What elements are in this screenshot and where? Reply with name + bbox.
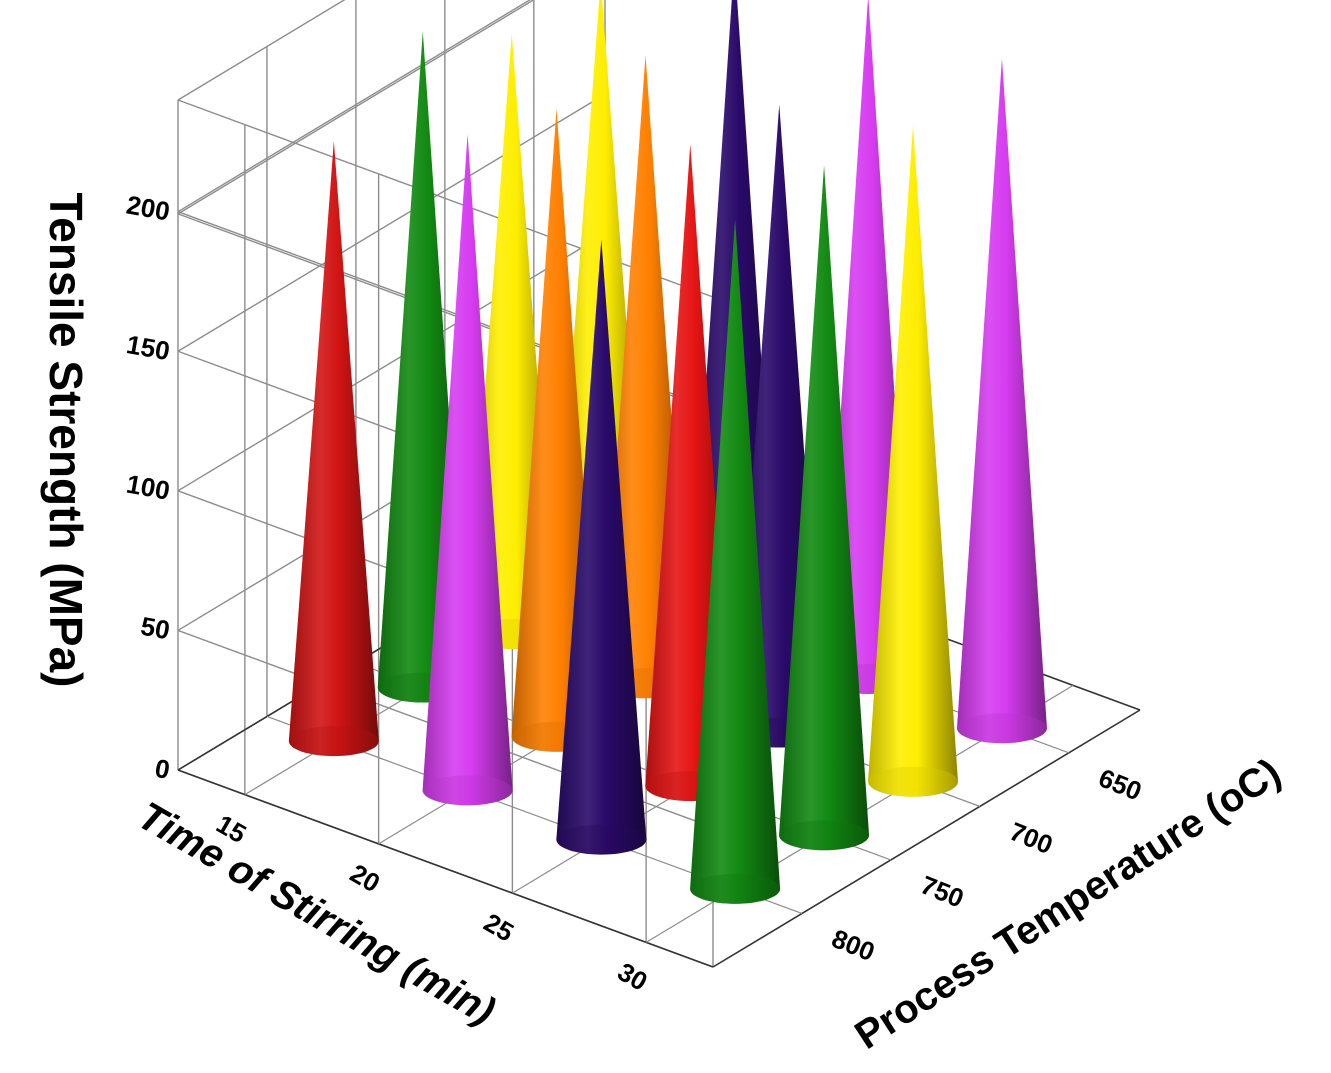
cone-base — [779, 820, 870, 851]
x-tick-label: 30 — [613, 956, 653, 996]
cone-body — [556, 239, 647, 855]
cone — [288, 140, 379, 757]
cone — [556, 239, 647, 855]
cone — [779, 165, 870, 851]
z-tick-label: 150 — [124, 329, 172, 366]
x-axis-title: Time of Stirring (min) — [131, 794, 503, 1034]
cone-base — [868, 766, 958, 797]
x-tick-label: 25 — [479, 907, 519, 947]
wall-gridline-z — [177, 0, 532, 213]
cone-base — [556, 824, 647, 855]
cone-body — [288, 140, 379, 757]
y-tick-label: 650 — [1094, 762, 1145, 806]
cone-base — [422, 775, 513, 806]
z-tick-label: 50 — [138, 611, 172, 646]
y-tick-label: 750 — [917, 870, 968, 914]
y-tick-label: 700 — [1006, 816, 1057, 860]
cone-marks — [288, 0, 1047, 904]
cone-body — [779, 165, 870, 851]
wall-edge — [177, 0, 346, 101]
wall-gridline-z — [177, 0, 535, 215]
floor-edge — [177, 769, 714, 968]
cone — [956, 58, 1047, 744]
cone-base — [288, 726, 379, 757]
cone — [422, 134, 513, 806]
x-tick-label: 20 — [345, 858, 385, 898]
cone-body — [690, 218, 781, 904]
cone-base — [690, 873, 781, 904]
z-tick-label: 0 — [153, 753, 172, 785]
cone — [868, 125, 958, 797]
cone-body — [956, 58, 1047, 744]
cone — [690, 218, 781, 904]
z-axis-title: Tensile Strength (MPa) — [40, 193, 92, 688]
z-tick-label: 200 — [124, 189, 172, 226]
cone-base — [956, 713, 1047, 744]
cone-body — [422, 134, 513, 806]
z-tick-label: 100 — [124, 469, 172, 506]
cone-body — [868, 125, 958, 797]
wall-gridline-z — [177, 93, 606, 352]
y-tick-label: 800 — [828, 923, 879, 967]
